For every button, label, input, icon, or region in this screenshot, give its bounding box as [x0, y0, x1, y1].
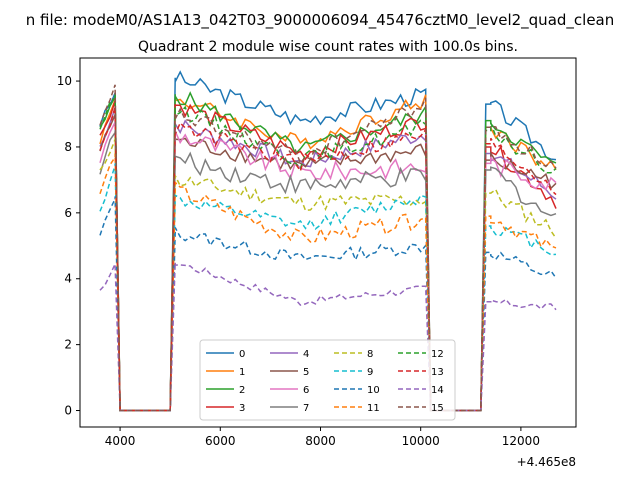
legend-label: 12 — [431, 349, 444, 360]
y-tick-label: 4 — [64, 272, 72, 286]
x-tick-label: 6000 — [205, 434, 236, 448]
y-tick-label: 2 — [64, 338, 72, 352]
y-tick-label: 6 — [64, 206, 72, 220]
legend-label: 1 — [239, 367, 245, 378]
chart-title: Quadrant 2 module wise count rates with … — [138, 39, 518, 55]
x-tick-label: 12000 — [502, 434, 540, 448]
legend-label: 5 — [303, 367, 309, 378]
legend-label: 2 — [239, 385, 245, 396]
axes-frame — [79, 57, 577, 428]
y-tick-label: 0 — [64, 404, 72, 418]
legend-label: 7 — [303, 403, 309, 414]
legend-label: 13 — [431, 367, 444, 378]
legend-label: 8 — [367, 349, 373, 360]
x-axis: 4000 6000 8000 10000 12000 — [105, 427, 540, 448]
x-offset-label: +4.465e8 — [517, 455, 576, 469]
legend-label: 6 — [303, 385, 309, 396]
series-group — [99, 70, 557, 412]
y-tick-label: 10 — [57, 74, 72, 88]
y-axis: 0 2 4 6 8 10 — [57, 74, 80, 418]
series-line-15 — [99, 84, 557, 412]
legend-label: 14 — [431, 385, 444, 396]
chart-suptitle: n file: modeM0/AS1A13_042T03_9000006094_… — [26, 11, 615, 30]
legend-label: 4 — [303, 349, 309, 360]
legend-label: 3 — [239, 403, 245, 414]
x-tick-label: 8000 — [305, 434, 336, 448]
series-line-14 — [99, 262, 557, 412]
x-tick-label: 10000 — [402, 434, 440, 448]
legend-box — [199, 339, 456, 421]
legend-label: 10 — [367, 385, 380, 396]
legend-label: 9 — [367, 367, 373, 378]
x-tick-label: 4000 — [105, 434, 136, 448]
legend-label: 0 — [239, 349, 245, 360]
legend-label: 15 — [431, 403, 444, 414]
y-tick-label: 8 — [64, 140, 72, 154]
legend-label: 11 — [367, 403, 380, 414]
